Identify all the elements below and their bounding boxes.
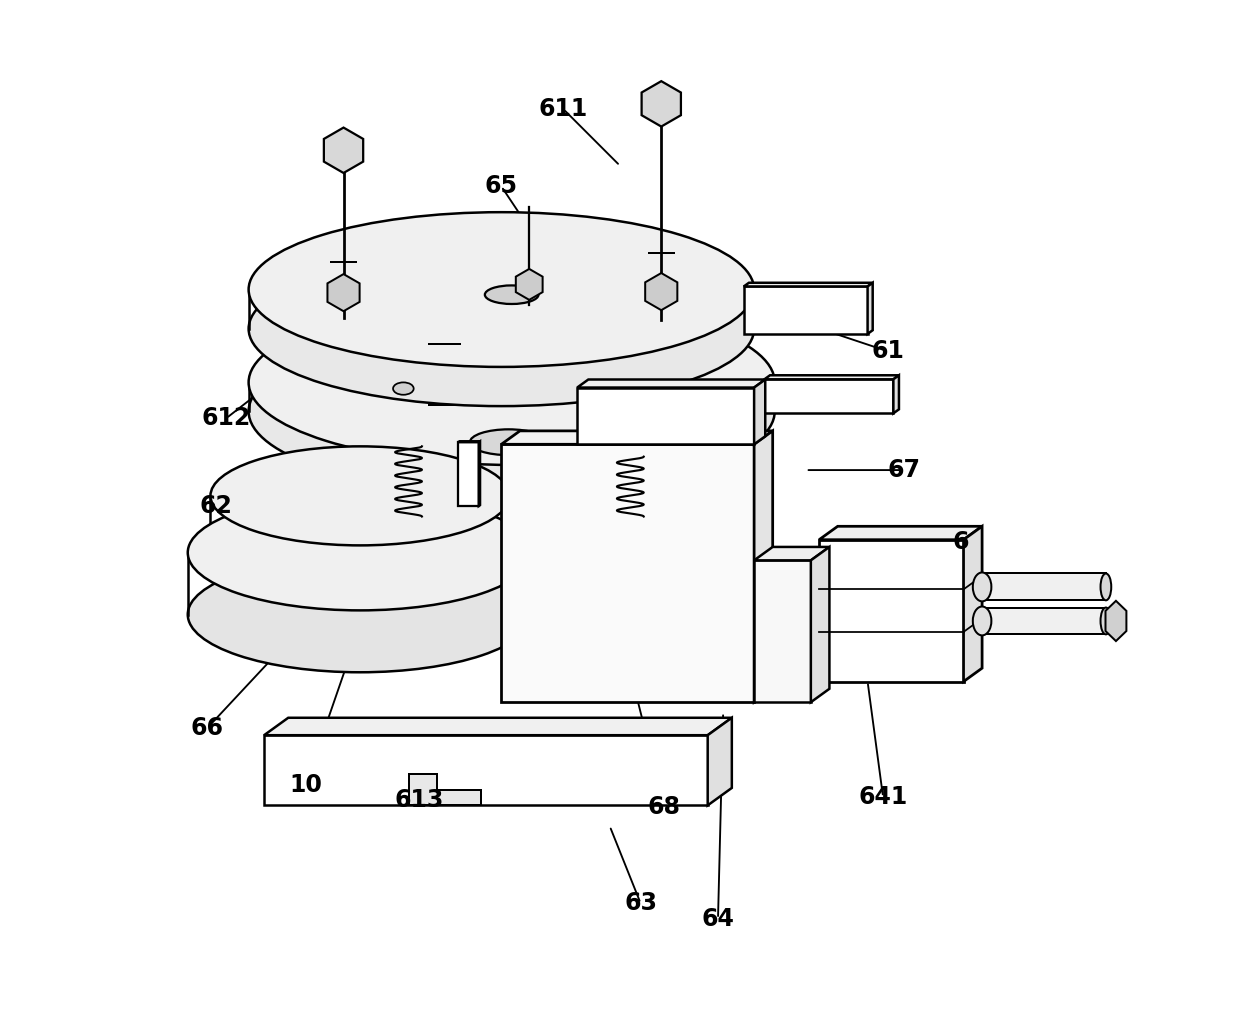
Text: 10: 10 [289,773,322,796]
Ellipse shape [485,285,538,304]
Text: 6: 6 [952,530,968,555]
Ellipse shape [1101,573,1111,600]
Polygon shape [458,442,479,506]
Text: 61: 61 [872,340,905,364]
Polygon shape [893,375,899,413]
Polygon shape [264,718,732,735]
Polygon shape [982,573,1106,600]
Ellipse shape [248,251,754,406]
Ellipse shape [248,212,754,367]
Polygon shape [963,526,982,682]
Polygon shape [1106,601,1126,641]
Polygon shape [577,387,754,444]
Text: 68: 68 [647,795,681,819]
Polygon shape [458,441,480,442]
Ellipse shape [187,557,532,672]
Text: 62: 62 [200,494,232,519]
Text: 64: 64 [702,907,734,931]
Polygon shape [982,607,1106,634]
Polygon shape [641,82,681,127]
Ellipse shape [211,503,510,602]
Text: 65: 65 [485,175,518,198]
Ellipse shape [211,446,510,545]
Polygon shape [754,379,765,444]
Text: 641: 641 [858,785,908,809]
Ellipse shape [470,430,547,456]
Polygon shape [327,274,360,311]
Polygon shape [645,273,677,310]
Polygon shape [324,128,363,173]
Text: 611: 611 [538,97,588,121]
Text: 613: 613 [394,788,444,812]
Ellipse shape [973,606,992,635]
Polygon shape [264,735,708,806]
Polygon shape [764,379,893,413]
Polygon shape [479,441,480,506]
Polygon shape [501,444,754,702]
Ellipse shape [977,607,987,634]
Polygon shape [516,269,543,300]
Polygon shape [754,546,830,560]
Polygon shape [501,431,773,444]
Ellipse shape [1101,607,1111,634]
Ellipse shape [248,300,775,465]
Text: 612: 612 [201,407,250,431]
Polygon shape [820,539,963,682]
Ellipse shape [977,573,987,600]
Ellipse shape [973,572,992,601]
Polygon shape [708,718,732,806]
Polygon shape [820,526,982,539]
Text: 67: 67 [887,458,920,482]
Polygon shape [811,546,830,702]
Polygon shape [577,379,765,387]
Polygon shape [754,431,773,702]
Ellipse shape [248,328,775,494]
Polygon shape [754,560,811,702]
Ellipse shape [393,382,414,395]
Polygon shape [744,283,873,286]
Polygon shape [744,286,868,334]
Polygon shape [868,283,873,334]
Text: 66: 66 [191,716,224,740]
Text: 63: 63 [624,891,657,915]
Polygon shape [408,775,481,806]
Ellipse shape [187,495,532,611]
Polygon shape [764,375,899,379]
